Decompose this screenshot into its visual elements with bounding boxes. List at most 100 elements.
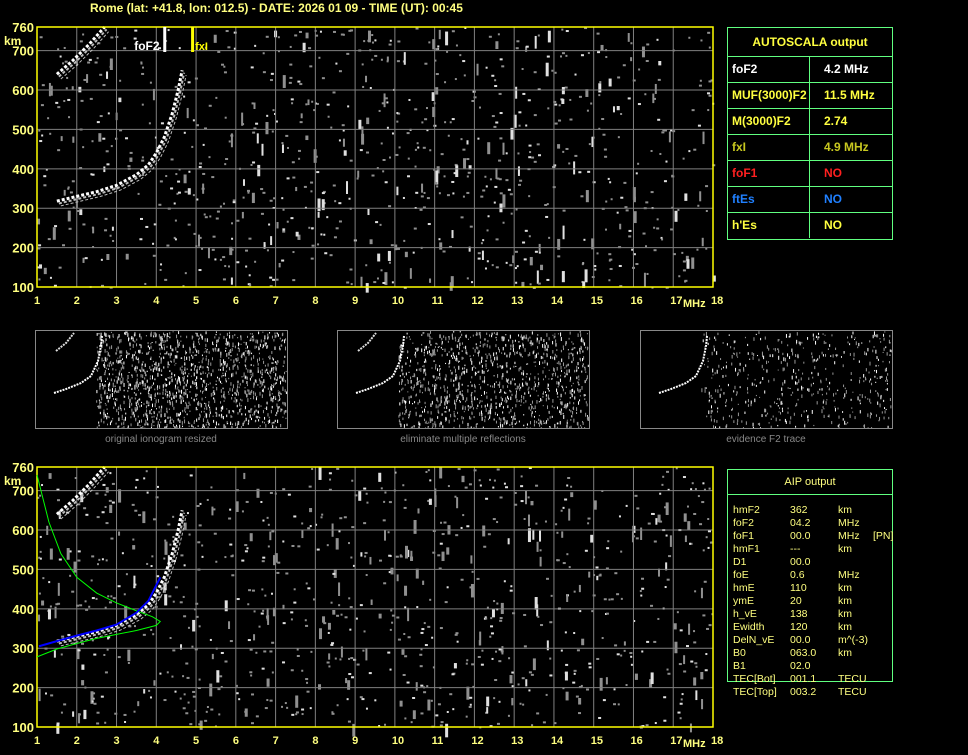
- noise-dot: [451, 180, 455, 183]
- noise-dot: [102, 137, 106, 140]
- autoscala-key: h'Es: [728, 213, 810, 238]
- noise-dot: [423, 332, 425, 334]
- noise-dot: [127, 649, 131, 662]
- noise-dot: [487, 370, 489, 372]
- x-tick-label: 6: [233, 295, 239, 307]
- noise-dot: [512, 612, 516, 615]
- noise-dot: [230, 415, 232, 418]
- noise-dot: [186, 382, 188, 384]
- noise-dot: [632, 79, 636, 82]
- noise-dot: [889, 354, 891, 356]
- noise-dot: [142, 511, 146, 524]
- noise-dot: [153, 412, 155, 415]
- noise-dot: [195, 615, 199, 618]
- noise-dot: [517, 152, 520, 155]
- noise-dot: [832, 372, 834, 375]
- noise-dot: [111, 345, 113, 349]
- noise-dot: [237, 347, 239, 349]
- noise-dot: [584, 27, 588, 30]
- noise-dot: [446, 194, 450, 197]
- noise-dot: [195, 602, 199, 605]
- noise-dot: [566, 369, 568, 374]
- noise-dot: [341, 124, 345, 127]
- noise-dot: [427, 426, 429, 428]
- noise-dot: [419, 665, 423, 668]
- noise-dot: [773, 378, 775, 382]
- noise-dot: [266, 516, 269, 519]
- noise-dot: [878, 365, 880, 367]
- noise-dot: [169, 416, 171, 419]
- noise-dot: [524, 392, 526, 395]
- noise-dot: [267, 345, 269, 348]
- noise-dot: [153, 680, 156, 686]
- noise-dot: [177, 343, 179, 348]
- noise-dot: [495, 41, 499, 49]
- noise-dot: [861, 394, 863, 399]
- noise-dot: [271, 671, 274, 674]
- noise-dot: [99, 115, 103, 118]
- noise-dot: [432, 666, 435, 669]
- noise-dot: [402, 417, 404, 421]
- noise-dot: [523, 372, 525, 376]
- noise-dot: [444, 377, 446, 381]
- noise-dot: [309, 525, 312, 528]
- noise-dot: [508, 411, 510, 414]
- noise-dot: [580, 339, 582, 342]
- noise-dot: [273, 112, 276, 115]
- noise-dot: [781, 402, 783, 405]
- noise-dot: [525, 334, 527, 338]
- noise-dot: [578, 378, 580, 381]
- noise-dot: [211, 248, 215, 251]
- noise-dot: [799, 341, 801, 346]
- noise-dot: [262, 191, 266, 194]
- noise-dot: [552, 340, 554, 345]
- noise-dot: [441, 337, 443, 341]
- noise-dot: [451, 673, 455, 676]
- noise-dot: [586, 415, 588, 417]
- noise-dot: [566, 594, 569, 602]
- noise-dot: [146, 352, 148, 355]
- noise-dot: [768, 347, 770, 351]
- noise-dot: [453, 383, 455, 387]
- noise-dot: [133, 392, 135, 394]
- noise-dot: [791, 375, 793, 380]
- noise-dot: [529, 394, 531, 397]
- noise-dot: [430, 343, 432, 346]
- noise-dot: [507, 395, 509, 399]
- noise-dot: [188, 373, 190, 375]
- noise-dot: [237, 385, 239, 389]
- noise-dot: [201, 544, 204, 547]
- noise-dot: [677, 711, 681, 714]
- noise-dot: [231, 222, 234, 225]
- noise-dot: [384, 491, 387, 494]
- noise-dot: [317, 198, 321, 212]
- noise-dot: [272, 422, 274, 424]
- noise-dot: [497, 346, 499, 350]
- noise-dot: [407, 607, 410, 622]
- noise-dot: [455, 359, 457, 362]
- noise-dot: [177, 180, 181, 183]
- noise-dot: [435, 342, 437, 345]
- noise-dot: [484, 380, 486, 383]
- noise-dot: [572, 681, 576, 684]
- noise-dot: [418, 425, 420, 428]
- noise-dot: [572, 347, 574, 350]
- noise-dot: [194, 348, 196, 351]
- noise-dot: [497, 365, 499, 369]
- noise-dot: [221, 413, 223, 417]
- noise-dot: [152, 633, 155, 636]
- noise-dot: [267, 387, 269, 390]
- noise-dot: [885, 346, 887, 349]
- noise-dot: [226, 421, 228, 425]
- noise-dot: [694, 488, 697, 491]
- noise-dot: [508, 378, 510, 382]
- noise-dot: [155, 361, 157, 366]
- noise-dot: [106, 412, 108, 415]
- noise-dot: [106, 648, 109, 651]
- noise-dot: [568, 409, 570, 411]
- noise-dot: [173, 202, 176, 205]
- noise-dot: [605, 612, 609, 615]
- noise-dot: [471, 403, 473, 407]
- noise-dot: [438, 411, 440, 414]
- noise-dot: [185, 351, 187, 354]
